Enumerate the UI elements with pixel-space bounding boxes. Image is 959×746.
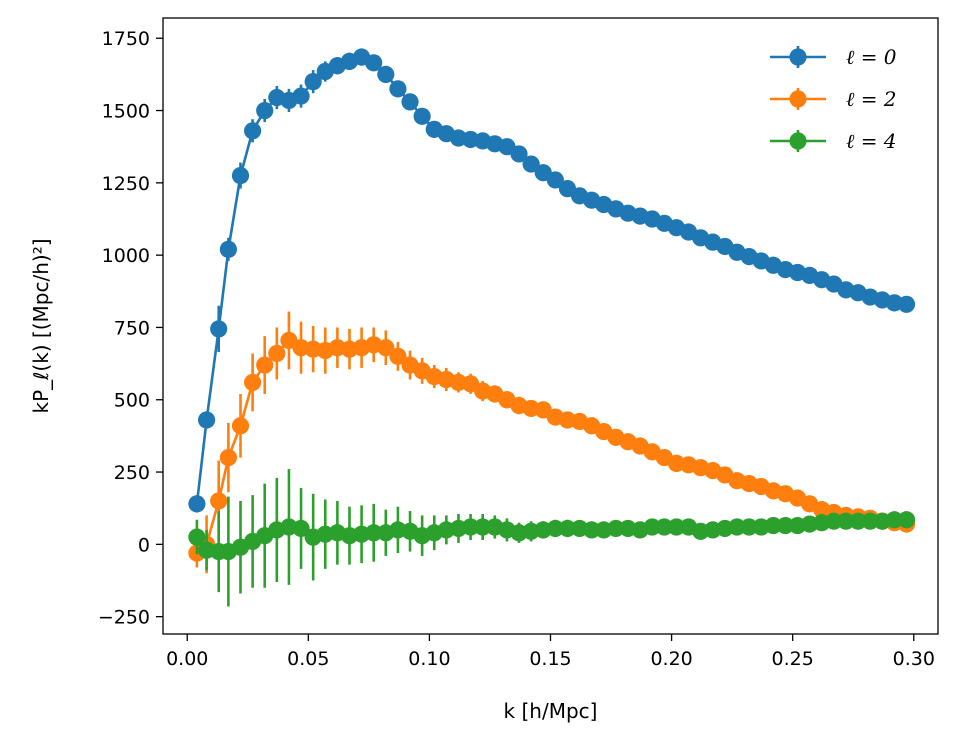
data-point: [219, 240, 237, 258]
data-point: [655, 518, 673, 536]
series-2: [188, 469, 916, 607]
data-point: [607, 519, 625, 538]
data-point: [401, 93, 419, 111]
data-point: [897, 511, 916, 529]
y-tick-label: 1250: [102, 173, 150, 195]
x-tick-label: 0.15: [529, 648, 571, 670]
data-point: [377, 65, 395, 83]
legend-marker: [789, 48, 807, 66]
data-point: [231, 167, 250, 185]
y-axis: −250 0 250 500 750 1000 1250 1500 1750: [98, 28, 163, 629]
data-point: [268, 344, 286, 363]
plot-area: [188, 48, 916, 607]
data-point: [389, 80, 407, 98]
legend-label: ℓ = 4: [846, 129, 897, 153]
y-tick-label: 500: [114, 390, 150, 412]
data-point: [231, 417, 250, 435]
data-point: [256, 101, 274, 120]
data-point: [474, 518, 492, 536]
data-point: [776, 516, 795, 535]
y-tick-label: 1000: [102, 245, 150, 267]
y-tick-label: 1750: [102, 28, 150, 50]
data-point: [510, 145, 528, 163]
x-tick-label: 0.30: [893, 648, 935, 670]
data-point: [740, 518, 758, 536]
data-point: [188, 495, 206, 513]
y-tick-label: 0: [138, 534, 150, 556]
data-point: [219, 448, 237, 467]
data-point: [377, 339, 395, 357]
data-point: [837, 512, 855, 530]
y-tick-label: 1500: [102, 101, 150, 123]
data-point: [885, 511, 904, 529]
data-point: [643, 518, 661, 536]
legend-marker: [789, 90, 807, 108]
axis-labels: k [h/Mpc] kP_ℓ(k) [(Mpc/h)²]: [29, 238, 597, 723]
data-point: [522, 155, 540, 173]
data-point: [210, 320, 228, 338]
data-point: [244, 122, 262, 140]
data-point: [667, 518, 686, 536]
data-point: [188, 528, 206, 546]
x-tick-label: 0.20: [650, 648, 692, 670]
data-point: [728, 518, 746, 536]
legend-item-2: ℓ = 4: [770, 129, 897, 153]
legend-label: ℓ = 0: [846, 45, 897, 69]
y-tick-label: −250: [98, 607, 150, 629]
data-point: [389, 347, 407, 365]
legend-label: ℓ = 2: [846, 87, 897, 111]
data-point: [764, 516, 782, 535]
legend: ℓ = 0 ℓ = 2 ℓ = 4: [770, 45, 897, 153]
legend-item-1: ℓ = 2: [770, 87, 897, 111]
data-point: [583, 521, 601, 539]
legend-item-0: ℓ = 0: [770, 45, 897, 69]
data-point: [546, 519, 564, 538]
data-point: [849, 512, 867, 530]
data-point: [365, 524, 383, 542]
data-point: [197, 411, 216, 429]
x-axis: 0.00 0.05 0.10 0.15 0.20 0.25 0.30: [166, 634, 935, 670]
x-axis-label: k [h/Mpc]: [504, 699, 598, 723]
data-point: [861, 512, 879, 530]
data-point: [292, 87, 310, 105]
data-point: [292, 519, 310, 538]
data-point: [210, 492, 228, 510]
legend-marker: [789, 132, 807, 150]
data-point: [244, 373, 262, 391]
data-point: [825, 512, 843, 530]
series-1: [188, 311, 916, 574]
x-tick-label: 0.00: [166, 648, 208, 670]
data-point: [546, 171, 564, 189]
data-point: [897, 295, 916, 313]
y-tick-label: 250: [114, 462, 150, 484]
data-point: [365, 54, 383, 72]
data-point: [413, 107, 431, 125]
x-tick-label: 0.10: [408, 648, 450, 670]
data-point: [304, 73, 322, 91]
x-tick-label: 0.05: [287, 648, 329, 670]
y-tick-label: 750: [114, 317, 150, 339]
y-axis-label: kP_ℓ(k) [(Mpc/h)²]: [29, 238, 53, 413]
series-0: [188, 48, 916, 513]
data-point: [256, 356, 274, 374]
x-tick-label: 0.25: [772, 648, 814, 670]
data-point: [461, 518, 480, 536]
data-point: [558, 519, 577, 538]
